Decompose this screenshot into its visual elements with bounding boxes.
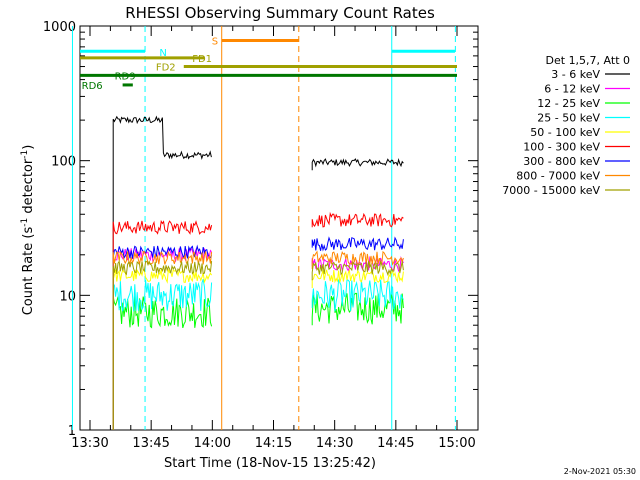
legend-label: 300 - 800 keV bbox=[523, 155, 600, 168]
series-trace-8 bbox=[112, 259, 213, 430]
series-trace-6 bbox=[311, 236, 404, 252]
y-axis-label-sup2: -1 bbox=[20, 150, 30, 159]
x-tick-label: 14:45 bbox=[377, 436, 414, 451]
flag-label-rd6: RD6 bbox=[82, 81, 103, 92]
legend-label: 100 - 300 keV bbox=[523, 141, 600, 154]
legend-label: 7000 - 15000 keV bbox=[502, 184, 600, 197]
series-trace-2 bbox=[112, 296, 213, 430]
legend-label: 3 - 6 keV bbox=[551, 68, 600, 81]
legend-label: 6 - 12 keV bbox=[544, 83, 600, 96]
flag-label-n: N bbox=[159, 48, 166, 59]
series-trace-3 bbox=[112, 279, 213, 430]
plot-area: 1 10 100 1000 13:30 13:45 14:00 14:15 14:30 14:45… bbox=[43, 20, 479, 451]
y-axis-label-mid: detector bbox=[21, 158, 36, 218]
legend-title: Det 1,5,7, Att 0 bbox=[546, 54, 630, 67]
series-trace-4 bbox=[311, 268, 404, 288]
series-trace-5 bbox=[112, 219, 213, 430]
series-trace-2 bbox=[311, 292, 404, 326]
series-trace-0 bbox=[112, 115, 212, 430]
legend-label: 50 - 100 keV bbox=[530, 126, 600, 139]
legend-label: 800 - 7000 keV bbox=[516, 170, 600, 183]
plot-frame bbox=[79, 25, 479, 431]
series-trace-8 bbox=[311, 259, 404, 281]
y-axis-label: Count Rate (s-1 detector-1) bbox=[20, 145, 36, 316]
series-trace-6 bbox=[112, 244, 213, 430]
legend-label: 25 - 50 keV bbox=[537, 112, 600, 125]
y-tick-label: 10 bbox=[59, 289, 76, 304]
legend-label: 12 - 25 keV bbox=[537, 97, 600, 110]
flag-label-rd9: RD9 bbox=[115, 71, 136, 82]
series-trace-0 bbox=[311, 157, 404, 171]
x-tick-label: 13:30 bbox=[71, 436, 108, 451]
y-tick-label: 1 bbox=[68, 424, 76, 439]
flag-label-fd2: FD2 bbox=[156, 63, 176, 74]
y-tick-label: 1000 bbox=[43, 20, 76, 35]
series-trace-4 bbox=[112, 268, 213, 430]
series-trace-5 bbox=[311, 211, 404, 228]
flag-label-s: S bbox=[212, 37, 218, 48]
x-tick-label: 14:30 bbox=[316, 436, 353, 451]
y-tick-label: 100 bbox=[51, 155, 76, 170]
y-axis-label-sup1: -1 bbox=[20, 218, 30, 227]
x-tick-label: 14:00 bbox=[194, 436, 231, 451]
flag-label-fd1: FD1 bbox=[192, 54, 212, 65]
y-axis-label-close: ) bbox=[21, 145, 36, 150]
series-trace-7 bbox=[311, 250, 404, 270]
series-trace-7 bbox=[112, 250, 213, 430]
chart-title: RHESSI Observing Summary Count Rates bbox=[125, 4, 435, 22]
svg-text:Count Rate (s-1 detector-1): Count Rate (s-1 detector-1) bbox=[20, 145, 36, 316]
series-trace-3 bbox=[311, 278, 404, 312]
x-tick-label: 14:15 bbox=[255, 436, 292, 451]
y-axis-label-main: Count Rate (s bbox=[21, 227, 36, 316]
x-tick-label: 15:00 bbox=[438, 436, 475, 451]
x-axis-label: Start Time (18-Nov-15 13:25:42) bbox=[164, 456, 376, 471]
x-tick-label: 13:45 bbox=[132, 436, 169, 451]
footer-date: 2-Nov-2021 05:30 bbox=[564, 467, 636, 476]
